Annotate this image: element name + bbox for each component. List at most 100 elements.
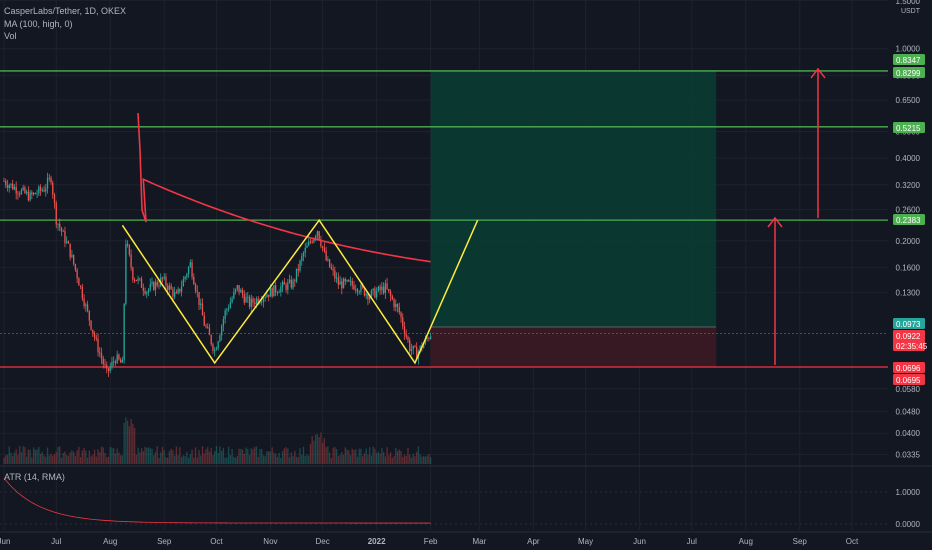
candle-body bbox=[135, 279, 137, 281]
price-tick-label: 1.0000 bbox=[896, 45, 921, 54]
volume-bar bbox=[59, 446, 61, 464]
volume-bar bbox=[323, 438, 326, 464]
volume-bar bbox=[220, 451, 223, 464]
volume-bar bbox=[407, 447, 409, 464]
volume-bar bbox=[370, 455, 373, 464]
volume-bar bbox=[257, 456, 259, 464]
volume-bar bbox=[99, 452, 101, 464]
candle-body bbox=[382, 286, 385, 294]
volume-bar bbox=[154, 451, 157, 464]
volume-bar bbox=[156, 446, 158, 464]
candle-body bbox=[346, 279, 348, 282]
volume-bar bbox=[45, 456, 47, 464]
volume-bar bbox=[248, 454, 251, 464]
candle-body bbox=[17, 193, 19, 195]
candle-body bbox=[175, 292, 178, 294]
candle-body bbox=[334, 270, 336, 279]
candle-body bbox=[398, 307, 400, 313]
time-tick-label: Apr bbox=[527, 537, 540, 546]
candle-body bbox=[99, 352, 101, 354]
candle-body bbox=[341, 281, 343, 289]
volume-bar bbox=[344, 447, 346, 464]
volume-bar bbox=[395, 448, 397, 464]
candle-body bbox=[274, 285, 277, 293]
volume-bar bbox=[175, 446, 178, 464]
volume-bar bbox=[219, 446, 221, 464]
candle-body bbox=[201, 303, 204, 316]
volume-bar bbox=[247, 449, 249, 464]
candle-body bbox=[179, 288, 181, 292]
volume-bar bbox=[402, 457, 404, 464]
volume-bar bbox=[20, 452, 23, 464]
volume-bar bbox=[335, 448, 338, 464]
candle-body bbox=[189, 262, 191, 268]
candle-body bbox=[351, 281, 353, 286]
candle-body bbox=[261, 301, 263, 303]
volume-bar bbox=[113, 448, 115, 464]
volume-bar bbox=[236, 455, 238, 464]
volume-bar bbox=[234, 457, 237, 464]
candle-body bbox=[389, 291, 392, 297]
candle-body bbox=[278, 292, 280, 294]
volume-bar bbox=[386, 447, 388, 464]
volume-bar bbox=[106, 457, 108, 464]
volume-bar bbox=[377, 451, 380, 464]
candle-body bbox=[25, 191, 28, 194]
symbol-legend[interactable]: CasperLabs/Tether, 1D, OKEX bbox=[4, 6, 127, 16]
volume-bar bbox=[22, 446, 24, 464]
volume-bar bbox=[79, 456, 82, 464]
candle-body bbox=[349, 281, 352, 282]
volume-bar bbox=[135, 454, 137, 464]
volume-bar bbox=[308, 455, 310, 464]
price-tick-label: 0.1300 bbox=[896, 288, 921, 297]
candle-body bbox=[247, 296, 249, 298]
volume-bar bbox=[400, 450, 402, 464]
volume-bar bbox=[64, 451, 66, 464]
candle-body bbox=[83, 298, 85, 307]
candle-body bbox=[133, 279, 136, 281]
candle-body bbox=[304, 247, 306, 253]
volume-legend[interactable]: Vol bbox=[4, 31, 17, 41]
candle-body bbox=[128, 245, 131, 255]
candle-body bbox=[353, 285, 355, 290]
volume-bar bbox=[245, 447, 247, 464]
candle-body bbox=[36, 193, 38, 195]
candle-body bbox=[62, 230, 64, 232]
candle-body bbox=[257, 298, 259, 303]
volume-bar bbox=[116, 448, 118, 464]
volume-bar bbox=[426, 455, 428, 464]
candle-body bbox=[172, 289, 174, 297]
candle-body bbox=[339, 281, 341, 285]
candle-body bbox=[348, 279, 350, 282]
volume-bar bbox=[160, 452, 162, 464]
candle-body bbox=[294, 280, 296, 282]
candle-body bbox=[207, 326, 209, 328]
volume-bar bbox=[67, 456, 70, 464]
volume-bar bbox=[325, 447, 327, 464]
candle-body bbox=[217, 341, 219, 349]
candle-body bbox=[264, 297, 266, 298]
volume-bar bbox=[41, 451, 43, 464]
volume-bar bbox=[182, 455, 185, 464]
candle-body bbox=[196, 290, 198, 292]
ma-legend[interactable]: MA (100, high, 0) bbox=[4, 19, 73, 29]
candle-body bbox=[388, 289, 390, 292]
price-tag-label: 0.8299 bbox=[896, 69, 921, 78]
volume-bar bbox=[382, 451, 385, 464]
price-tag bbox=[893, 214, 925, 225]
volume-bar bbox=[194, 447, 197, 464]
candle-body bbox=[64, 230, 66, 243]
volume-bar bbox=[306, 454, 308, 464]
volume-bar bbox=[278, 452, 280, 464]
candle-body bbox=[428, 338, 430, 340]
volume-bar bbox=[283, 448, 286, 464]
volume-bar bbox=[224, 457, 226, 464]
price-tick-label: 0.2000 bbox=[896, 237, 921, 246]
volume-bar bbox=[304, 456, 306, 464]
time-tick-label: Aug bbox=[739, 537, 753, 546]
atr-legend[interactable]: ATR (14, RMA) bbox=[4, 472, 65, 482]
volume-bar bbox=[177, 455, 179, 464]
volume-bar bbox=[261, 449, 263, 464]
